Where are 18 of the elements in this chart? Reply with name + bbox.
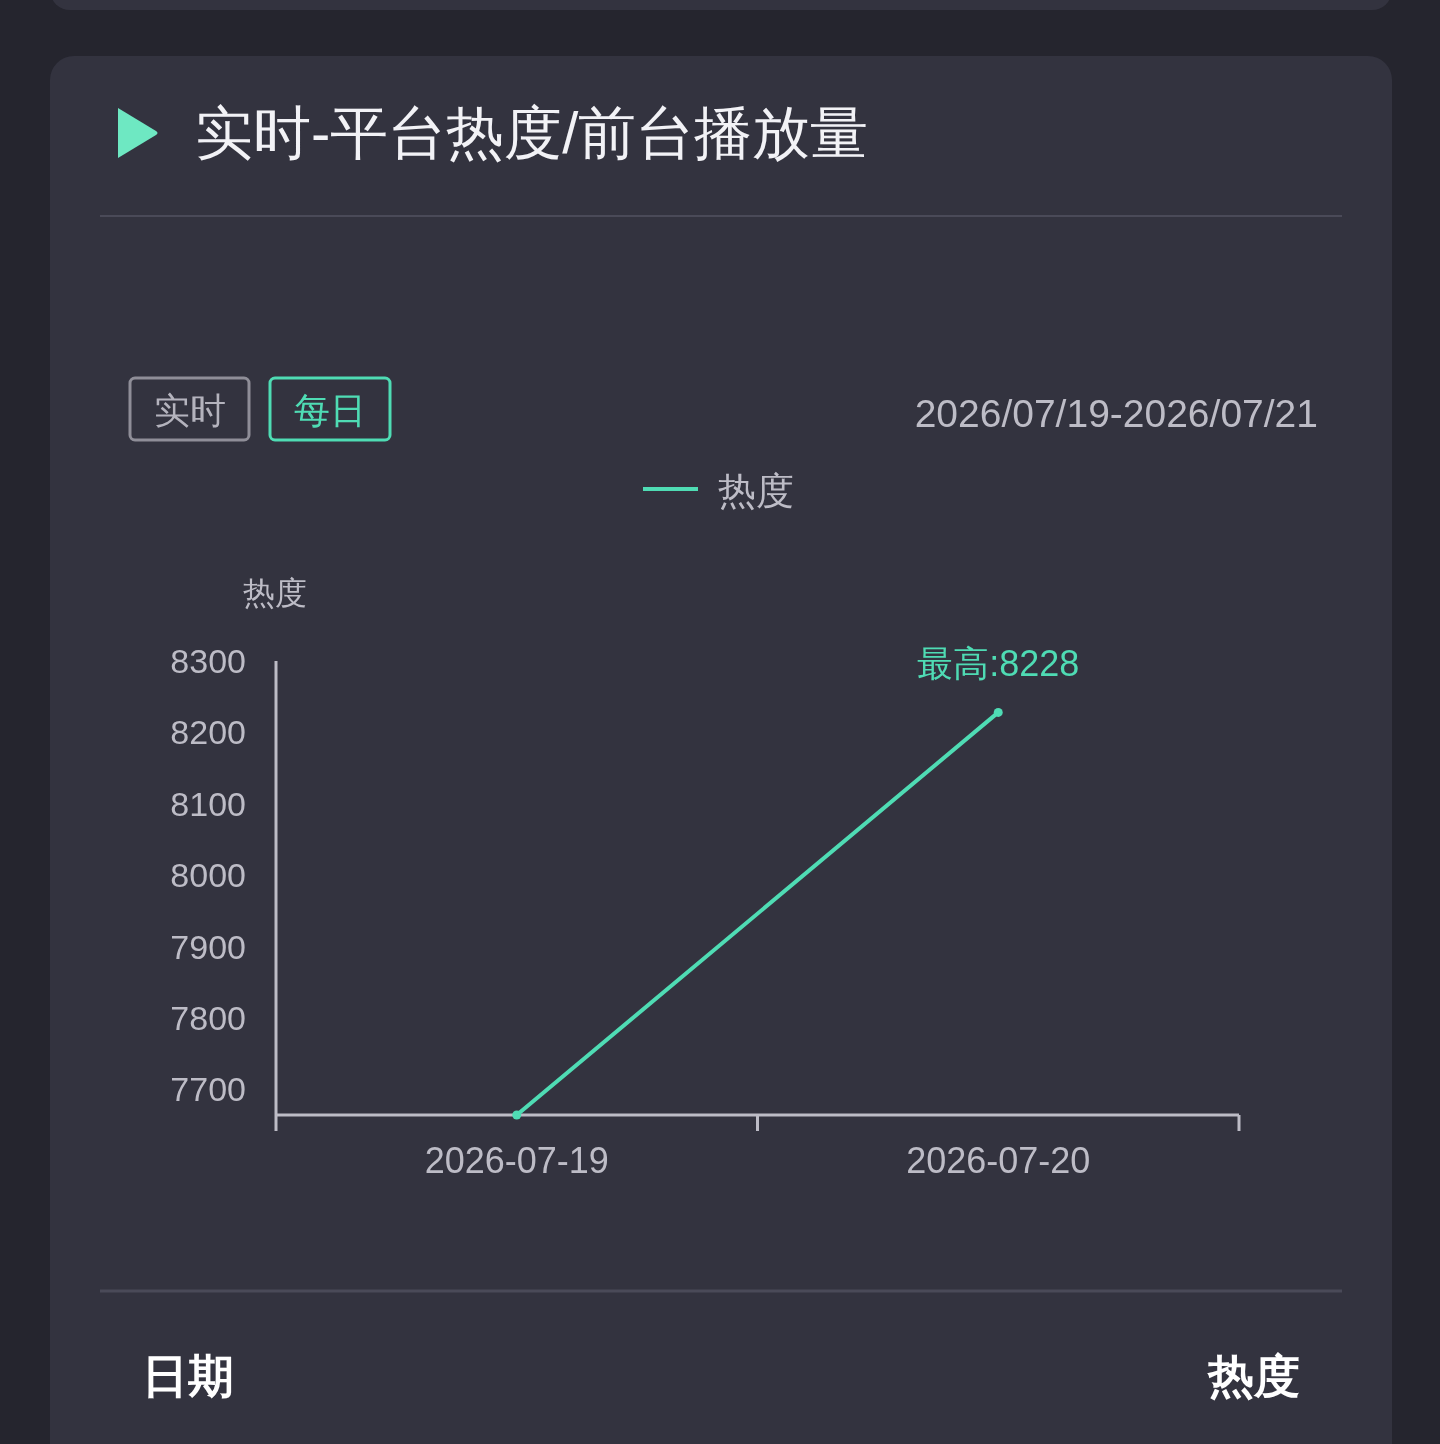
ytick-label: 7700 [170, 1070, 246, 1109]
ytick-label: 8300 [170, 642, 246, 680]
ytick-label: 7900 [170, 927, 246, 966]
ytick-label: 7800 [170, 998, 246, 1037]
annotation: 实时 [153, 389, 226, 431]
ytick-label: 8200 [170, 713, 246, 752]
title: 实时-平台热度/前台播放量 [195, 100, 869, 165]
ytick-label: 8000 [170, 856, 246, 895]
xtick-label: 2026-07-19 [424, 1140, 609, 1181]
subtitle: 2026/07/19-2026/07/21 [914, 392, 1318, 435]
annotation: 最高:8228 [917, 643, 1080, 685]
annotation: 每日 [294, 389, 366, 431]
annotation: 热度 [1208, 1350, 1300, 1402]
ylabel: 热度 [243, 575, 307, 611]
legend-label: 热度 [718, 470, 794, 512]
ytick-label: 8100 [170, 784, 246, 823]
annotation: 日期 [142, 1350, 234, 1402]
xtick-label: 2026-07-20 [906, 1140, 1091, 1181]
